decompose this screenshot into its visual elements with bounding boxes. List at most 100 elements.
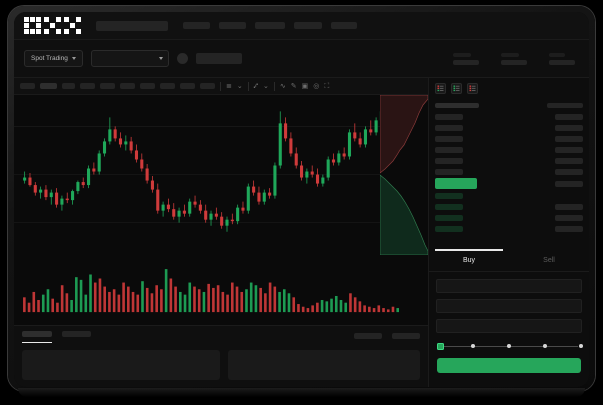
chevron-down-icon-2[interactable]: ⌄: [262, 82, 269, 90]
camera-icon[interactable]: ▣: [301, 82, 309, 90]
candlestick-chart[interactable]: [14, 95, 428, 325]
stat-2-value: [501, 59, 527, 65]
slider-stop-100[interactable]: [579, 344, 583, 348]
table-row[interactable]: [435, 133, 583, 144]
table-row[interactable]: [435, 201, 583, 212]
percent-slider[interactable]: [437, 341, 583, 351]
pair-header: Spot Trading: [14, 40, 589, 78]
nav-item-3[interactable]: [255, 22, 285, 29]
order-form-fields: [429, 274, 589, 338]
table-row[interactable]: [435, 212, 583, 223]
indicator-icon[interactable]: ≣: [226, 82, 232, 90]
timeframe-button-4[interactable]: [80, 83, 95, 89]
bid-price: [435, 225, 463, 232]
stat-2: [501, 52, 527, 65]
ask-amount: [555, 124, 583, 131]
nav-item-5[interactable]: [331, 22, 357, 29]
bottom-tab-2[interactable]: [62, 331, 91, 341]
bid-amount: [555, 214, 583, 221]
bottom-tab-1-label: [22, 331, 52, 337]
bottom-action-1[interactable]: [354, 333, 382, 339]
bottom-box-right[interactable]: [228, 350, 420, 380]
table-row[interactable]: [435, 190, 583, 201]
ask-price: [435, 157, 463, 164]
sell-tab-label: Sell: [543, 257, 555, 264]
bottom-action-2[interactable]: [392, 333, 420, 339]
fullscreen-icon[interactable]: ⛶: [324, 82, 330, 90]
slider-stop-25[interactable]: [471, 344, 475, 348]
timeframe-button-6[interactable]: [120, 83, 135, 89]
timeframe-button-9[interactable]: [180, 83, 195, 89]
bid-amount: [555, 203, 583, 210]
nav-item-4[interactable]: [294, 22, 322, 29]
orderbook-rows: [429, 100, 589, 248]
bottom-box-left[interactable]: [22, 350, 220, 380]
slider-stop-75[interactable]: [543, 344, 547, 348]
timeframe-button-1[interactable]: [20, 83, 35, 89]
slider-handle[interactable]: [437, 342, 444, 350]
timeframe-button-8[interactable]: [160, 83, 175, 89]
okx-trading-app: Spot Trading: [14, 12, 589, 387]
bottom-tab-2-label: [62, 331, 91, 337]
stat-3-value: [549, 59, 575, 65]
stat-1-label: [453, 52, 471, 57]
line-tool-icon[interactable]: ∿: [279, 82, 286, 90]
bid-price: [435, 203, 463, 210]
ask-amount: [555, 157, 583, 164]
stat-3-label: [549, 52, 565, 57]
orderbook-header-amount: [547, 103, 583, 108]
orders-content: [14, 346, 428, 380]
pair-price-display: [195, 53, 242, 64]
spread-highlight: [435, 178, 477, 189]
nav-item-2[interactable]: [219, 22, 246, 29]
orderbook-view-asks-icon[interactable]: [467, 83, 478, 94]
buy-tab[interactable]: Buy: [429, 249, 509, 271]
chart-canvas[interactable]: [14, 95, 428, 325]
orderbook-header-row: [435, 100, 583, 111]
price-field[interactable]: [436, 279, 582, 293]
stat-3: [549, 52, 575, 65]
ask-amount: [555, 113, 583, 120]
table-row[interactable]: [435, 155, 583, 166]
sell-tab[interactable]: Sell: [509, 250, 589, 271]
ask-price: [435, 124, 463, 131]
submit-order-button[interactable]: [437, 358, 581, 373]
pair-selector[interactable]: [90, 50, 169, 67]
timeframe-button-10[interactable]: [200, 83, 215, 89]
timeframe-button-2[interactable]: [40, 83, 57, 89]
orders-tabs: [14, 326, 428, 346]
orderbook-view-bids-icon[interactable]: [451, 83, 462, 94]
ask-amount: [555, 135, 583, 142]
orderbook-view-both-icon[interactable]: [435, 83, 446, 94]
okx-logo-icon[interactable]: [24, 17, 81, 34]
nav-item-1[interactable]: [183, 22, 210, 29]
stat-1-value: [453, 59, 479, 65]
table-row[interactable]: [435, 166, 583, 177]
chart-type-icon[interactable]: ⑇: [253, 82, 258, 90]
bid-price: [435, 214, 463, 221]
table-row[interactable]: [435, 144, 583, 155]
amount-field[interactable]: [436, 299, 582, 313]
main-content: ≣ ⌄ ⑇ ⌄ ∿ ✎ ▣ ◎ ⛶: [14, 78, 589, 387]
table-row[interactable]: [435, 223, 583, 234]
toolbar-divider: [220, 81, 221, 91]
timeframe-button-7[interactable]: [140, 83, 155, 89]
table-row[interactable]: [435, 111, 583, 122]
bottom-tab-1[interactable]: [22, 331, 52, 343]
total-field[interactable]: [436, 319, 582, 333]
timeframe-button-5[interactable]: [100, 83, 115, 89]
screen: Spot Trading: [14, 12, 589, 387]
settings-icon[interactable]: ◎: [313, 82, 320, 90]
ask-price: [435, 113, 463, 120]
slider-stop-50[interactable]: [507, 344, 511, 348]
search-input[interactable]: [96, 20, 168, 31]
timeframe-button-3[interactable]: [62, 83, 75, 89]
orderbook-column: Buy Sell: [429, 78, 589, 387]
orders-panel: [14, 325, 428, 387]
buy-tab-label: Buy: [462, 257, 476, 264]
trading-mode-selector[interactable]: Spot Trading: [24, 50, 83, 67]
table-row[interactable]: [435, 122, 583, 133]
pencil-tool-icon[interactable]: ✎: [290, 82, 297, 90]
chevron-down-icon-1[interactable]: ⌄: [236, 82, 243, 90]
